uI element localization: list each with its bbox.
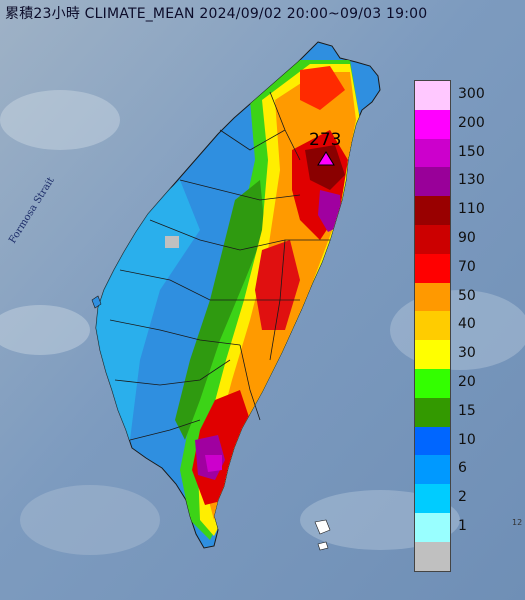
legend-swatch xyxy=(415,225,450,254)
legend-swatch xyxy=(415,369,450,398)
corner-label: 12 xyxy=(512,518,523,527)
penghu-islands xyxy=(91,295,102,309)
legend-label: 300 xyxy=(458,86,485,102)
legend-colorbar xyxy=(414,80,451,572)
max-value-label: 273 xyxy=(309,130,342,150)
lanyu-island xyxy=(314,519,331,535)
legend-label: 130 xyxy=(458,172,485,189)
legend-label: 90 xyxy=(458,230,476,246)
legend-swatch xyxy=(415,81,450,110)
legend-label: 200 xyxy=(458,114,485,131)
legend-label: 30 xyxy=(458,345,476,362)
legend-swatch xyxy=(415,426,450,456)
map-title: 累積23小時 CLIMATE_MEAN 2024/09/02 20:00~09/… xyxy=(5,6,428,22)
county-boundaries xyxy=(109,91,330,441)
green-island xyxy=(317,541,329,551)
legend-swatch xyxy=(415,484,450,513)
legend-swatch xyxy=(415,167,450,197)
legend-label: 110 xyxy=(458,201,485,218)
legend-label: 20 xyxy=(458,374,476,390)
legend-swatch xyxy=(415,397,450,427)
legend-swatch xyxy=(415,282,450,312)
legend-swatch xyxy=(415,196,450,225)
legend-label: 50 xyxy=(458,287,476,304)
legend-label: 1 xyxy=(458,518,467,534)
legend-label: 6 xyxy=(458,460,467,477)
legend-swatch xyxy=(415,138,450,168)
legend-label: 150 xyxy=(458,143,485,160)
legend-swatch xyxy=(415,455,450,485)
legend-swatch xyxy=(415,513,450,542)
max-rainfall-marker xyxy=(317,151,335,166)
legend-label: 15 xyxy=(458,402,476,419)
legend-label: 40 xyxy=(458,316,476,333)
legend-swatch xyxy=(415,109,450,139)
legend-swatch xyxy=(415,541,450,571)
legend-label: 10 xyxy=(458,431,476,448)
legend-swatch xyxy=(415,311,450,341)
legend-swatch xyxy=(415,253,450,283)
legend-label: 70 xyxy=(458,258,476,275)
legend-swatch xyxy=(415,340,450,369)
legend-label: 2 xyxy=(458,489,467,506)
